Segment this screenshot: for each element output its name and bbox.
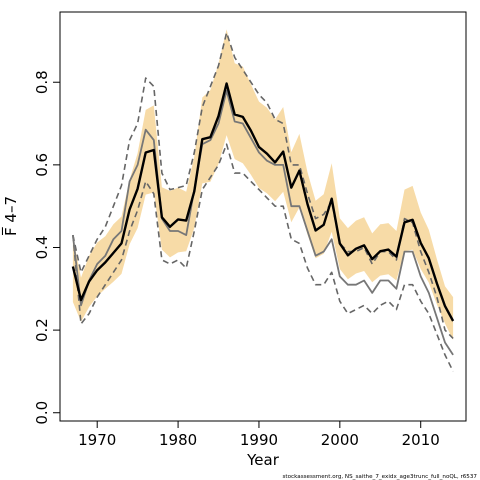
x-tick-label: 2000 bbox=[321, 431, 359, 449]
x-tick-label: 1970 bbox=[78, 431, 116, 449]
y-tick-label: 0.6 bbox=[33, 153, 51, 177]
x-tick-label: 1990 bbox=[240, 431, 278, 449]
y-tick-label: 0.0 bbox=[33, 401, 51, 425]
dashed-lower-line bbox=[72, 143, 454, 372]
x-tick-label: 2010 bbox=[402, 431, 440, 449]
x-axis: 1970 1980 1990 2000 2010 bbox=[78, 421, 440, 449]
footer-credit: stockassessment.org, NS_saithe_7_exidx_a… bbox=[282, 474, 477, 480]
x-tick-label: 1980 bbox=[159, 431, 197, 449]
dashed-upper-line bbox=[72, 31, 454, 339]
reference-line bbox=[72, 89, 454, 356]
y-tick-label: 0.8 bbox=[33, 70, 51, 94]
estimate-line bbox=[71, 82, 455, 322]
plot-area bbox=[71, 29, 455, 372]
plot-frame bbox=[59, 11, 467, 422]
y-tick-label: 0.2 bbox=[33, 318, 51, 342]
y-tick-label: 0.4 bbox=[33, 236, 51, 260]
confidence-band bbox=[72, 29, 454, 341]
x-axis-title: Year bbox=[246, 451, 280, 469]
y-axis: 0.0 0.2 0.4 0.6 0.8 bbox=[33, 70, 60, 425]
y-axis-title: F̅ 4–7 bbox=[1, 196, 20, 236]
